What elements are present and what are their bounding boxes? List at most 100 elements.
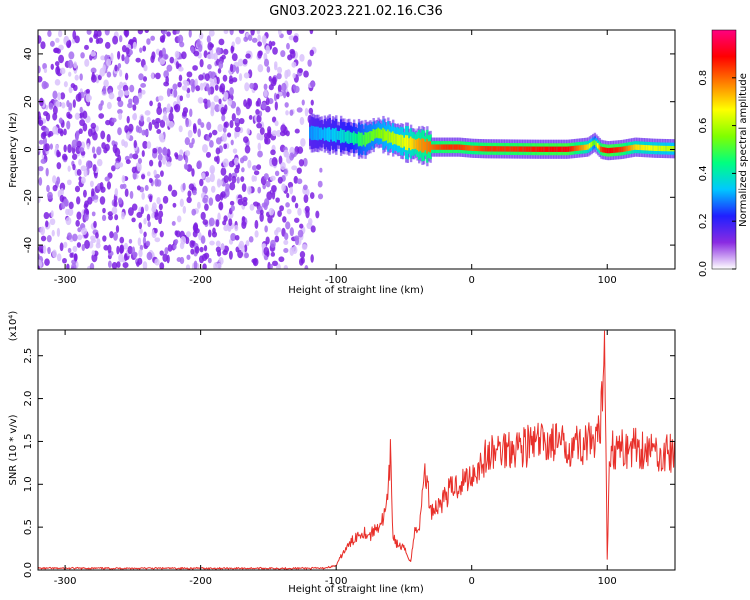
- spectrogram-noise-speck: [122, 183, 127, 189]
- spectrogram-noise-speck: [108, 214, 113, 221]
- spectrogram-noise-speck: [286, 42, 290, 50]
- spectrogram-noise-speck: [111, 262, 118, 269]
- spectrogram-noise-speck: [68, 201, 74, 210]
- spectrogram-noise-speck: [275, 227, 282, 233]
- figure-title: GN03.2023.221.02.16.C36: [269, 4, 443, 19]
- spectrogram-noise-speck: [206, 121, 212, 131]
- spectrogram-noise-speck: [243, 99, 248, 107]
- spectrogram-noise-speck: [158, 203, 163, 211]
- spectrogram-noise-speck: [68, 51, 75, 60]
- spectrogram-noise-speck: [221, 132, 228, 142]
- spectrogram-band-core: [461, 144, 465, 151]
- spectrogram-noise-speck: [99, 196, 106, 205]
- spectrogram-band-core: [522, 146, 525, 152]
- spectrogram-noise-speck: [186, 71, 193, 78]
- spectrogram-noise-speck: [57, 151, 61, 158]
- spectrogram-noise-speck: [144, 30, 149, 34]
- spectrogram-noise-speck: [145, 240, 151, 247]
- spectrogram-noise-speck: [83, 203, 88, 209]
- spectrogram-noise-speck: [276, 129, 282, 138]
- spectrogram-noise-speck: [256, 164, 262, 170]
- spectrogram-noise-speck: [230, 204, 235, 212]
- spectrogram-noise-speck: [52, 105, 58, 115]
- spectrogram-noise-speck: [61, 102, 66, 109]
- spectrogram-noise-speck: [71, 153, 78, 160]
- spectrogram-noise-speck: [146, 141, 152, 149]
- spectrogram-noise-speck: [184, 137, 191, 146]
- spectrogram-band-core: [333, 128, 336, 142]
- spectrogram-band-core: [528, 146, 532, 152]
- spectrogram-noise-speck: [280, 161, 286, 171]
- spectrogram-noise-speck: [284, 102, 289, 108]
- spectrogram-band-core: [543, 146, 546, 152]
- spectrogram-noise-speck: [202, 185, 208, 195]
- spectrogram-noise-speck: [157, 95, 164, 101]
- spectrogram-band-core: [470, 145, 473, 151]
- spectrogram-noise-speck: [247, 98, 253, 107]
- spectrogram-band-core: [566, 146, 569, 152]
- spectrogram-noise-speck: [215, 193, 221, 202]
- spectrogram-noise-speck: [243, 244, 248, 253]
- spectrogram-noise-speck: [253, 170, 260, 176]
- spectrogram-noise-speck: [121, 45, 127, 53]
- spectrogram-noise-speck: [242, 58, 248, 65]
- spectrogram-noise-speck: [179, 95, 184, 102]
- spectrogram-noise-speck: [129, 84, 135, 93]
- spectrogram-noise-speck: [112, 35, 119, 45]
- spectrogram-noise-speck: [85, 160, 92, 169]
- spectrogram-noise-speck: [286, 208, 292, 215]
- spectrogram-band-core: [627, 145, 631, 151]
- spectrogram-noise-speck: [267, 126, 272, 134]
- spectrogram-band-core: [318, 127, 322, 140]
- spectrogram-noise-speck: [254, 219, 259, 230]
- spectrogram-noise-speck: [55, 100, 61, 108]
- spectrogram-noise-speck: [72, 84, 78, 92]
- spectrogram-noise-speck: [263, 58, 270, 67]
- spectrogram-noise-speck: [76, 169, 82, 176]
- spectrogram-noise-speck: [263, 202, 268, 211]
- spectrogram-band-core: [448, 144, 452, 150]
- spectrogram-noise-speck: [66, 120, 71, 130]
- spectrogram-noise-speck: [62, 257, 67, 264]
- spectrogram-noise-speck: [245, 240, 250, 247]
- spectrogram-band-core: [432, 144, 436, 150]
- spectrogram-noise-speck: [218, 61, 224, 69]
- spectrogram-noise-speck: [279, 205, 285, 212]
- spectrogram-noise-speck: [166, 64, 173, 72]
- spectrogram-band-core: [339, 128, 343, 144]
- spectrogram-noise-speck: [191, 168, 195, 177]
- spectrogram-noise-speck: [147, 221, 151, 228]
- spectrogram-noise-speck: [228, 218, 233, 227]
- spectrogram-noise-speck: [58, 117, 63, 124]
- spectrogram-band-core: [526, 146, 530, 152]
- spectrogram-noise-speck: [40, 226, 45, 236]
- spectrogram-noise-speck: [100, 55, 106, 61]
- spectrogram-noise-speck: [217, 67, 222, 74]
- spectrogram-noise-speck: [223, 121, 228, 129]
- spectrogram-noise-speck: [133, 95, 140, 106]
- spectrogram-band-core: [619, 146, 623, 153]
- spectrogram-noise-speck: [138, 73, 144, 81]
- spectrogram-noise-speck: [156, 128, 162, 134]
- spectrogram-noise-speck: [222, 126, 227, 133]
- spectrogram-band-core: [440, 144, 444, 150]
- spectrogram-noise-speck: [296, 178, 303, 185]
- spectrogram-band-core: [380, 129, 384, 139]
- spectrogram-noise-speck: [220, 167, 227, 176]
- spectrogram-noise-speck: [159, 262, 165, 269]
- spectrogram-band-core: [390, 132, 393, 143]
- colorbar-tick-label: 0.8: [698, 70, 709, 86]
- spectrogram-band-core: [634, 144, 637, 150]
- spectrogram-band-core: [385, 131, 388, 141]
- spectrogram-band-core: [535, 146, 538, 152]
- colorbar-tick-label: 0.4: [698, 165, 709, 181]
- spectrogram-noise-speck: [274, 101, 278, 111]
- spectrogram-noise-speck: [303, 70, 309, 78]
- spectrogram-noise-speck: [230, 232, 237, 242]
- spectrogram-noise-speck: [231, 53, 238, 62]
- spectrogram-noise-speck: [38, 165, 44, 172]
- spectrogram-noise-speck: [256, 30, 261, 35]
- spectrogram-noise-speck: [159, 58, 166, 65]
- spectrogram-noise-speck: [181, 85, 188, 91]
- spectrogram-noise-speck: [241, 220, 247, 229]
